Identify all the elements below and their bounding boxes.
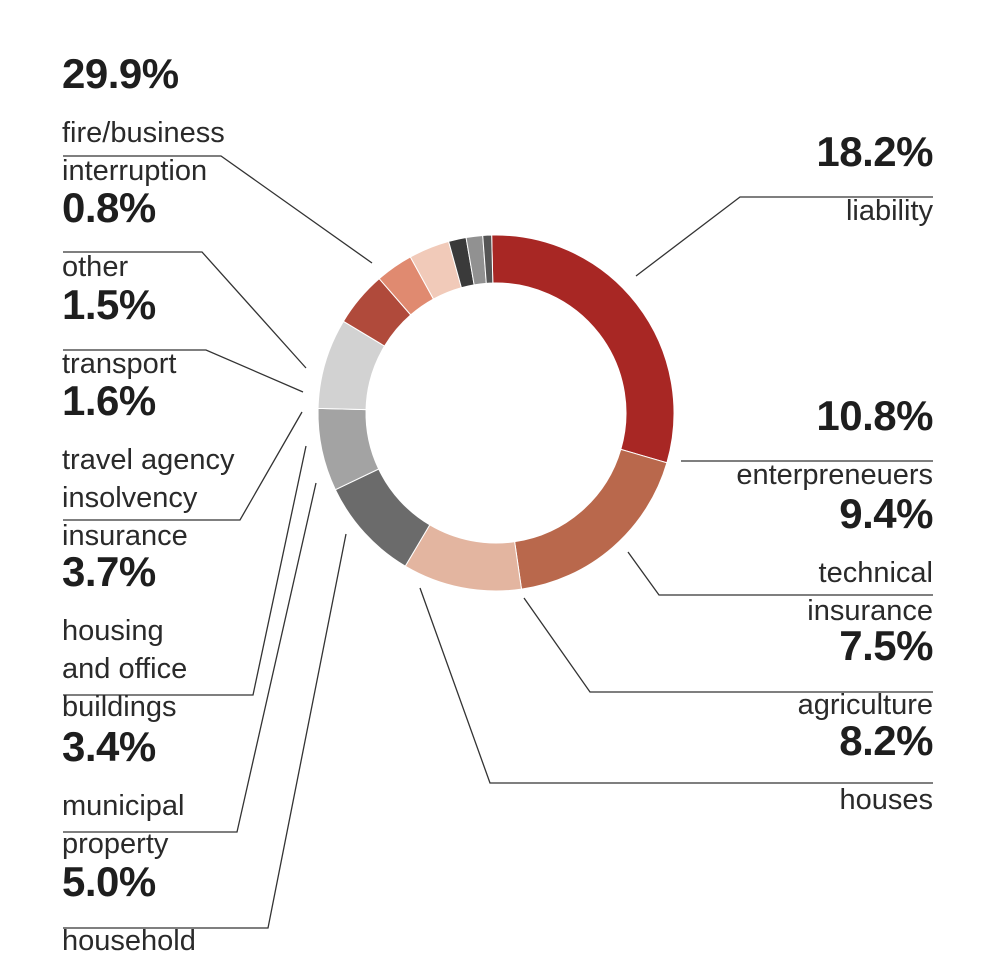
label-technical-value: 9.4% bbox=[839, 490, 933, 537]
label-household: 5.0% household bbox=[62, 842, 196, 978]
label-liability: 18.2% liability bbox=[816, 112, 933, 248]
label-agriculture-value: 7.5% bbox=[839, 622, 933, 669]
label-technical: 9.4% technical insurance bbox=[807, 474, 933, 648]
leader-line-municipal bbox=[63, 482, 317, 833]
label-other: 0.8% other bbox=[62, 168, 156, 304]
donut-ring bbox=[317, 234, 675, 592]
label-liability-value: 18.2% bbox=[816, 128, 933, 175]
leader-line-liability bbox=[635, 196, 933, 277]
label-household-name: household bbox=[62, 925, 196, 957]
label-liability-name: liability bbox=[845, 195, 933, 227]
leader-line-other bbox=[63, 251, 307, 369]
label-housing-value: 3.7% bbox=[62, 548, 156, 595]
label-other-name: other bbox=[62, 251, 129, 283]
label-agriculture: 7.5% agriculture bbox=[797, 606, 934, 742]
label-housing: 3.7% housing and office buildings bbox=[62, 532, 187, 744]
label-municipal-name: municipal property bbox=[62, 790, 185, 860]
label-municipal-value: 3.4% bbox=[62, 723, 156, 770]
leader-line-transport bbox=[63, 349, 304, 393]
label-household-value: 5.0% bbox=[62, 858, 156, 905]
label-other-value: 0.8% bbox=[62, 184, 156, 231]
leader-line-housing bbox=[63, 445, 307, 696]
label-housing-name: housing and office buildings bbox=[62, 615, 188, 723]
slice-other bbox=[482, 234, 494, 284]
label-municipal: 3.4% municipal property bbox=[62, 707, 185, 881]
leader-line-technical bbox=[627, 551, 933, 596]
leader-line-household bbox=[63, 533, 347, 929]
label-enterpreneuers-value: 10.8% bbox=[816, 392, 933, 439]
label-fire: 29.9% fire/business interruption bbox=[62, 34, 225, 208]
label-houses-value: 8.2% bbox=[839, 717, 933, 764]
leader-line-agriculture bbox=[523, 597, 933, 693]
label-enterpreneuers: 10.8% enterpreneuers bbox=[736, 376, 933, 512]
label-travel-value: 1.6% bbox=[62, 377, 156, 424]
label-technical-name: technical insurance bbox=[807, 557, 933, 627]
leader-line-travel bbox=[63, 411, 303, 521]
label-houses: 8.2% houses bbox=[839, 701, 933, 837]
label-fire-value: 29.9% bbox=[62, 50, 179, 97]
slice-liability bbox=[514, 448, 668, 590]
label-travel-name: travel agency insolvency insurance bbox=[62, 444, 235, 552]
label-fire-name: fire/business interruption bbox=[62, 117, 225, 187]
label-transport: 1.5% transport bbox=[62, 265, 176, 401]
leader-line-houses bbox=[419, 587, 933, 784]
donut-chart bbox=[63, 155, 933, 929]
leader-lines bbox=[63, 155, 933, 929]
slice-fire bbox=[491, 234, 675, 464]
label-travel: 1.6% travel agency insolvency insurance bbox=[62, 361, 235, 573]
label-transport-value: 1.5% bbox=[62, 281, 156, 328]
label-enterpreneuers-name: enterpreneuers bbox=[736, 459, 933, 491]
label-agriculture-name: agriculture bbox=[797, 689, 933, 721]
leader-line-fire bbox=[63, 155, 373, 264]
label-houses-name: houses bbox=[839, 784, 933, 816]
label-transport-name: transport bbox=[62, 348, 177, 380]
